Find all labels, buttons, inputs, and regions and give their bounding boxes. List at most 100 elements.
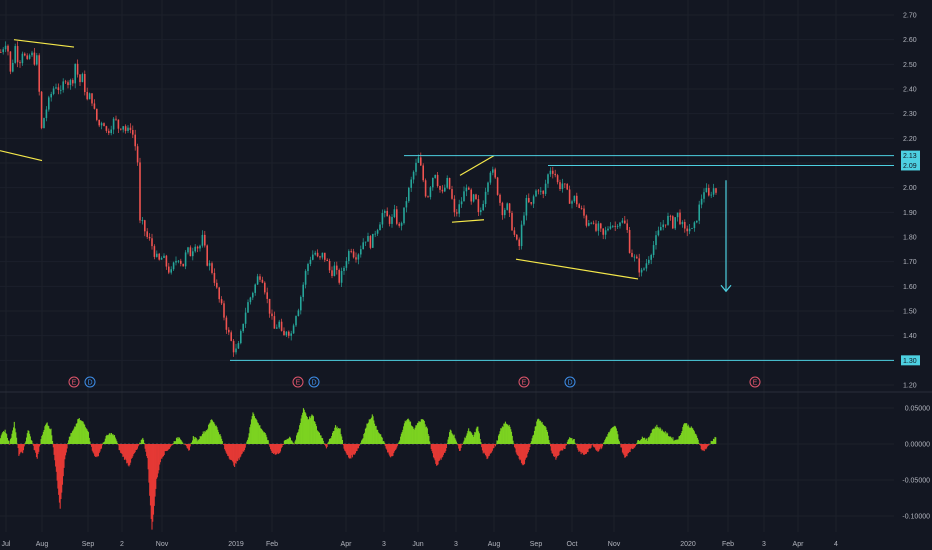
candle [448,177,451,190]
candle-body [523,215,525,225]
candle [372,233,374,248]
oscillator-bar [635,444,637,445]
candle [129,123,132,134]
oscillator-bar [139,443,142,444]
oscillator-pane[interactable] [0,407,894,530]
dividend-event-marker[interactable]: D [564,376,576,388]
oscillator-bar [455,441,457,444]
oscillator-bar [277,444,279,455]
candle [585,214,588,228]
candle-body [482,203,484,211]
oscillator-bar [312,416,314,444]
candle [290,330,292,341]
oscillator-bar [5,432,7,444]
earnings-event-marker[interactable]: E [68,376,80,388]
candle-body [520,224,523,247]
oscillator-bar [429,441,431,444]
oscillator-bar [576,444,578,448]
candle [607,226,609,232]
oscillator-bar [503,423,505,444]
oscillator-bar [615,428,617,444]
trendline-drawing[interactable] [13,39,75,48]
candle-body [64,81,67,83]
oscillator-bar [622,444,624,454]
candle-body [364,241,367,243]
candle-body [252,292,254,298]
candle [412,170,415,184]
oscillator-bar [194,439,196,444]
time-axis-tick-label: Jul [2,541,11,548]
oscillator-bar [47,425,49,444]
oscillator-bar [227,444,230,457]
oscillator-bar [686,423,688,444]
candle-body [420,157,422,166]
oscillator-bar [94,444,96,456]
dividend-event-marker[interactable]: D [84,376,96,388]
time-axis[interactable]: Jul Aug Sep 2 Nov 2019 Feb Apr 3 Jun 3 Aug Sep Oct Nov… [2,541,839,548]
candle [122,126,124,133]
oscillator-bar [29,433,31,444]
trendline-drawing[interactable] [0,150,43,162]
price-tag[interactable]: 2.09 [901,160,920,171]
oscillator-bar [478,431,480,444]
candle-body [667,215,669,225]
trendline-drawing[interactable] [451,219,485,223]
price-axis[interactable]: 2.702.602.502.402.302.202.102.001.901.80… [901,13,920,390]
oscillator-bar [253,416,256,444]
event-marker-label: E [522,380,527,387]
oscillator-bar [41,436,43,444]
oscillator-bar [392,444,394,456]
candle [170,266,172,275]
oscillator-bar [668,436,670,444]
price-tag[interactable]: 1.30 [901,355,920,366]
oscillator-bar [386,444,388,450]
candle-body [696,220,698,223]
oscillator-bar [415,425,417,444]
event-marker-label: D [311,380,316,387]
event-marker-circle [749,376,761,388]
candle-body [96,108,98,120]
earnings-event-marker[interactable]: E [518,376,530,388]
candle [134,129,136,151]
oscillator-bar [628,444,630,453]
oscillator-bar [86,429,88,444]
oscillator-bar [179,437,181,444]
down-arrow-drawing[interactable] [720,180,732,293]
oscillator-bar [616,431,618,444]
oscillator-bar [710,440,712,444]
earnings-event-marker[interactable]: E [292,376,304,388]
candle [475,193,477,200]
time-axis-tick-label: 2019 [228,541,244,548]
candle [477,195,480,217]
oscillator-bar [512,440,514,444]
candle [600,222,602,232]
oscillator-bar [144,444,146,449]
oscillator-bar [272,444,274,453]
trendline-drawing[interactable] [515,258,639,280]
price-tag[interactable]: 2.13 [901,150,920,161]
candle-body [204,234,206,246]
oscillator-bar [48,428,51,444]
oscillator-bar [340,434,342,444]
candle [405,197,408,213]
oscillator-bar [611,428,613,444]
candle-body [67,82,69,86]
candle [559,179,561,192]
dividend-event-marker[interactable]: D [308,376,320,388]
oscillator-bar [624,444,626,458]
oscillator-bar [508,424,510,444]
oscillator-bar [400,436,402,444]
price-axis-tick-label: 2.00 [903,185,917,192]
oscillator-bar [421,419,423,444]
oscillator-bar [569,437,571,444]
candle [81,72,84,83]
oscillator-bar [650,433,652,444]
oscillator-bar [14,428,16,444]
earnings-event-marker[interactable]: E [749,376,761,388]
trendline-drawing[interactable] [459,155,495,176]
oscillator-bar [633,444,635,448]
candle-body [153,246,156,257]
oscillator-bar [2,432,4,444]
oscillator-bar [413,428,415,444]
